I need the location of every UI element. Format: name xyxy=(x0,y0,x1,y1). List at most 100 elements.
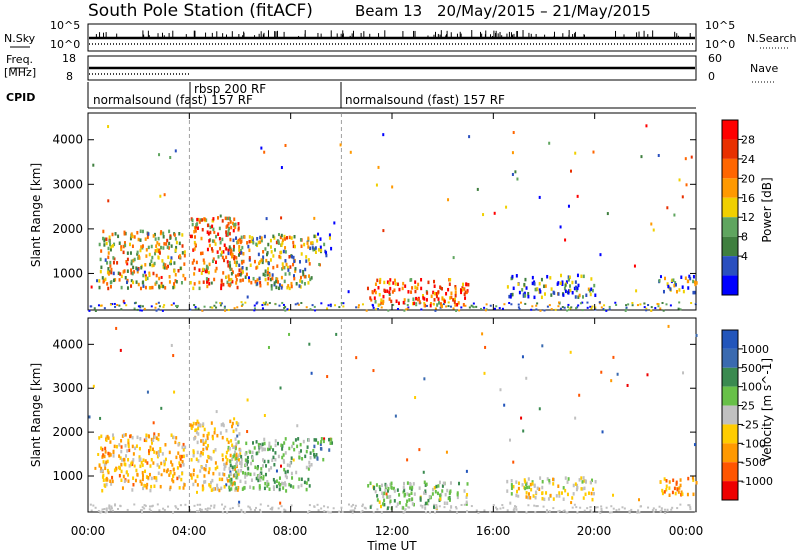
ground-cell xyxy=(253,304,256,307)
echo-cell xyxy=(169,261,172,266)
echo-cell xyxy=(448,282,451,286)
echo-cell xyxy=(194,428,197,433)
echo-cell xyxy=(298,260,301,264)
ground-cell xyxy=(387,309,390,312)
echo-cell xyxy=(124,433,127,437)
echo-cell xyxy=(142,486,145,491)
echo-cell xyxy=(119,272,122,276)
y-tick-label: 3000 xyxy=(52,177,83,191)
ground-cell xyxy=(342,305,345,308)
colorbar-tick-label: -100 xyxy=(741,437,766,450)
scatter-cell xyxy=(99,416,102,420)
echo-cell xyxy=(515,493,518,498)
echo-cell xyxy=(269,277,272,282)
echo-cell xyxy=(212,449,215,454)
echo-cell xyxy=(238,432,241,436)
echo-cell xyxy=(258,486,261,490)
echo-cell xyxy=(264,481,267,486)
echo-cell xyxy=(198,220,201,224)
echo-cell xyxy=(221,237,224,242)
echo-cell xyxy=(108,239,111,244)
echo-cell xyxy=(376,494,379,498)
echo-cell xyxy=(162,231,165,236)
scatter-cell xyxy=(693,443,696,447)
echo-cell xyxy=(142,273,145,278)
echo-cell xyxy=(388,281,391,286)
ground-cell xyxy=(176,306,179,309)
echo-cell xyxy=(106,261,109,265)
echo-cell xyxy=(290,456,293,460)
echo-cell xyxy=(211,434,214,439)
echo-cell xyxy=(120,245,123,249)
ground-cell xyxy=(108,507,111,510)
echo-cell xyxy=(304,454,307,459)
echo-cell xyxy=(448,278,451,282)
echo-cell xyxy=(102,478,105,482)
echo-cell xyxy=(222,282,225,287)
echo-cell xyxy=(511,292,514,297)
ground-cell xyxy=(636,304,639,307)
echo-cell xyxy=(273,462,276,467)
echo-cell xyxy=(561,282,564,287)
echo-cell xyxy=(305,481,308,485)
scatter-cell xyxy=(284,143,287,147)
echo-cell xyxy=(131,244,134,249)
ground-cell xyxy=(162,507,165,510)
echo-cell xyxy=(405,503,408,507)
echo-cell xyxy=(590,287,593,292)
ground-cell xyxy=(517,303,520,306)
echo-cell xyxy=(234,274,237,278)
echo-cell xyxy=(313,444,316,449)
echo-cell xyxy=(173,285,176,289)
echo-cell xyxy=(210,488,213,492)
y-tick-label: 2000 xyxy=(52,222,83,236)
scatter-cell xyxy=(493,211,496,215)
ground-cell xyxy=(283,306,286,309)
echo-cell xyxy=(390,481,393,486)
echo-cell xyxy=(303,282,306,286)
echo-cell xyxy=(239,237,242,242)
echo-cell xyxy=(222,250,225,254)
echo-cell xyxy=(402,481,405,486)
echo-cell xyxy=(435,294,438,299)
echo-cell xyxy=(237,273,240,277)
echo-cell xyxy=(207,277,210,282)
echo-cell xyxy=(256,278,259,282)
echo-cell xyxy=(421,294,424,298)
scatter-cell xyxy=(538,195,541,199)
ground-cell xyxy=(406,307,409,310)
echo-cell xyxy=(668,493,671,497)
echo-cell xyxy=(200,236,203,241)
echo-cell xyxy=(680,490,683,494)
scatter-cell xyxy=(323,437,326,441)
echo-cell xyxy=(151,447,154,452)
echo-cell xyxy=(158,251,161,255)
ground-cell xyxy=(605,309,608,312)
ground-cell xyxy=(248,506,251,509)
echo-cell xyxy=(432,505,435,509)
y-tick-label: 1000 xyxy=(52,266,83,280)
echo-cell xyxy=(106,468,109,473)
echo-cell xyxy=(243,235,246,239)
echo-cell xyxy=(207,270,210,275)
echo-cell xyxy=(291,476,294,480)
echo-cell xyxy=(109,242,112,247)
echo-cell xyxy=(145,248,148,252)
echo-cell xyxy=(257,240,260,245)
echo-cell xyxy=(157,236,160,241)
echo-cell xyxy=(312,247,315,252)
echo-cell xyxy=(157,453,160,457)
ground-cell xyxy=(268,302,271,305)
echo-cell xyxy=(386,495,389,499)
echo-cell xyxy=(132,280,135,285)
echo-cell xyxy=(671,490,674,495)
echo-cell xyxy=(101,468,104,473)
echo-cell xyxy=(267,482,270,487)
ground-cell xyxy=(438,505,441,508)
echo-cell xyxy=(272,455,275,460)
ground-cell xyxy=(470,505,473,508)
echo-cell xyxy=(263,486,266,491)
echo-cell xyxy=(387,489,390,493)
ground-cell xyxy=(654,508,657,511)
echo-cell xyxy=(558,491,561,495)
